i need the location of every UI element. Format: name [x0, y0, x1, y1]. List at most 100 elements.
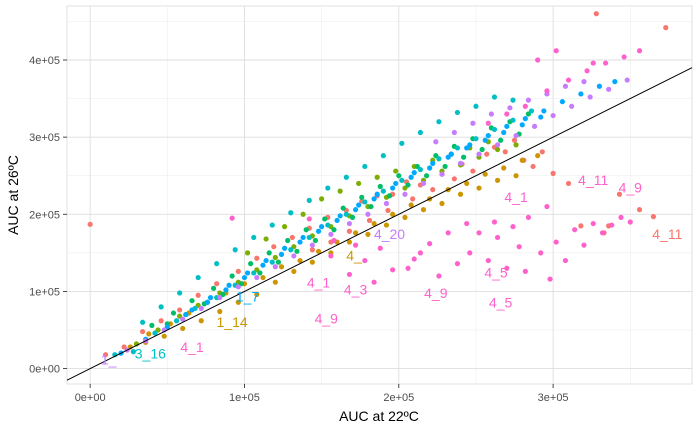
data-point	[217, 308, 223, 315]
data-point	[482, 137, 488, 143]
data-point	[102, 352, 109, 358]
data-point	[535, 153, 541, 159]
data-point	[180, 325, 186, 332]
data-point	[170, 310, 177, 316]
data-point	[362, 257, 368, 264]
data-point	[565, 180, 572, 187]
data-point	[636, 207, 643, 213]
data-point	[349, 214, 356, 220]
data-point	[494, 234, 501, 241]
data-point	[451, 176, 457, 182]
point-label: 3_16	[135, 345, 166, 361]
data-point	[593, 11, 599, 17]
data-point	[393, 180, 399, 187]
data-point	[420, 207, 427, 213]
data-point	[337, 213, 343, 219]
point-label: 4_5	[489, 294, 513, 310]
data-point	[439, 200, 445, 207]
axis-ticks: 0e+00 1e+05 2e+05 3e+05 0e+00 1e+05 2e+05 3e+05…	[29, 55, 568, 404]
data-point	[346, 220, 353, 227]
data-point	[352, 207, 359, 213]
data-point	[346, 228, 353, 234]
data-point	[161, 333, 167, 339]
data-point	[442, 163, 448, 170]
data-point	[624, 77, 630, 83]
data-point	[356, 180, 362, 187]
data-point	[411, 170, 417, 176]
x-axis-title: AUC at 22ºC	[339, 408, 419, 424]
data-point	[275, 259, 282, 265]
data-point	[281, 224, 288, 230]
data-point	[544, 203, 550, 210]
data-point	[541, 108, 547, 114]
data-point	[288, 247, 294, 253]
data-point	[386, 193, 393, 199]
data-point	[211, 285, 217, 291]
data-point	[427, 241, 433, 247]
data-point	[531, 123, 538, 129]
point-label: 4_11	[652, 226, 682, 242]
data-point	[257, 270, 263, 276]
data-point	[315, 228, 322, 234]
data-point	[502, 149, 508, 155]
data-point	[235, 268, 241, 274]
data-point	[427, 165, 433, 171]
data-point	[522, 268, 528, 274]
data-point	[254, 274, 260, 281]
data-point	[525, 214, 532, 220]
point-label: 1_7	[236, 288, 260, 304]
data-point	[289, 234, 295, 241]
data-point	[356, 202, 362, 208]
data-point	[180, 316, 186, 322]
data-point	[609, 222, 615, 228]
data-point	[491, 94, 498, 100]
data-point	[337, 188, 343, 194]
data-point	[485, 120, 491, 126]
data-point	[399, 177, 405, 183]
data-point	[244, 270, 251, 276]
data-point	[602, 60, 609, 66]
data-point	[451, 129, 457, 136]
data-point	[553, 48, 559, 54]
data-point	[467, 250, 473, 256]
data-point	[235, 299, 241, 305]
data-point	[448, 151, 454, 157]
data-point	[294, 248, 300, 254]
data-point	[507, 105, 513, 111]
point-label: 1_14	[217, 314, 248, 330]
data-point	[217, 295, 223, 301]
data-point	[291, 268, 297, 274]
data-point	[328, 253, 334, 259]
data-point	[467, 142, 473, 148]
data-point	[445, 230, 451, 236]
data-point	[464, 220, 470, 227]
data-points	[87, 11, 669, 358]
data-point	[494, 142, 501, 148]
data-point	[248, 261, 254, 267]
data-point	[189, 307, 195, 313]
data-point	[528, 108, 535, 114]
data-point	[309, 247, 315, 253]
data-point	[596, 83, 603, 89]
data-point	[590, 60, 596, 66]
y-tick-label: 1e+05	[29, 286, 60, 298]
data-point	[380, 153, 386, 159]
data-point	[207, 295, 214, 301]
data-point	[263, 236, 269, 242]
data-point	[530, 163, 536, 170]
data-point	[488, 111, 494, 117]
data-point	[436, 119, 442, 125]
data-point	[618, 214, 624, 220]
data-point	[494, 146, 501, 153]
data-point	[241, 274, 248, 281]
data-point	[331, 237, 337, 244]
data-point	[559, 99, 565, 105]
data-point	[278, 251, 285, 257]
data-point	[362, 163, 368, 170]
data-point	[430, 160, 436, 166]
data-point	[457, 160, 464, 166]
data-point	[269, 259, 275, 265]
point-label: 4_1	[307, 274, 331, 290]
data-point	[195, 292, 201, 298]
data-point	[254, 255, 260, 261]
